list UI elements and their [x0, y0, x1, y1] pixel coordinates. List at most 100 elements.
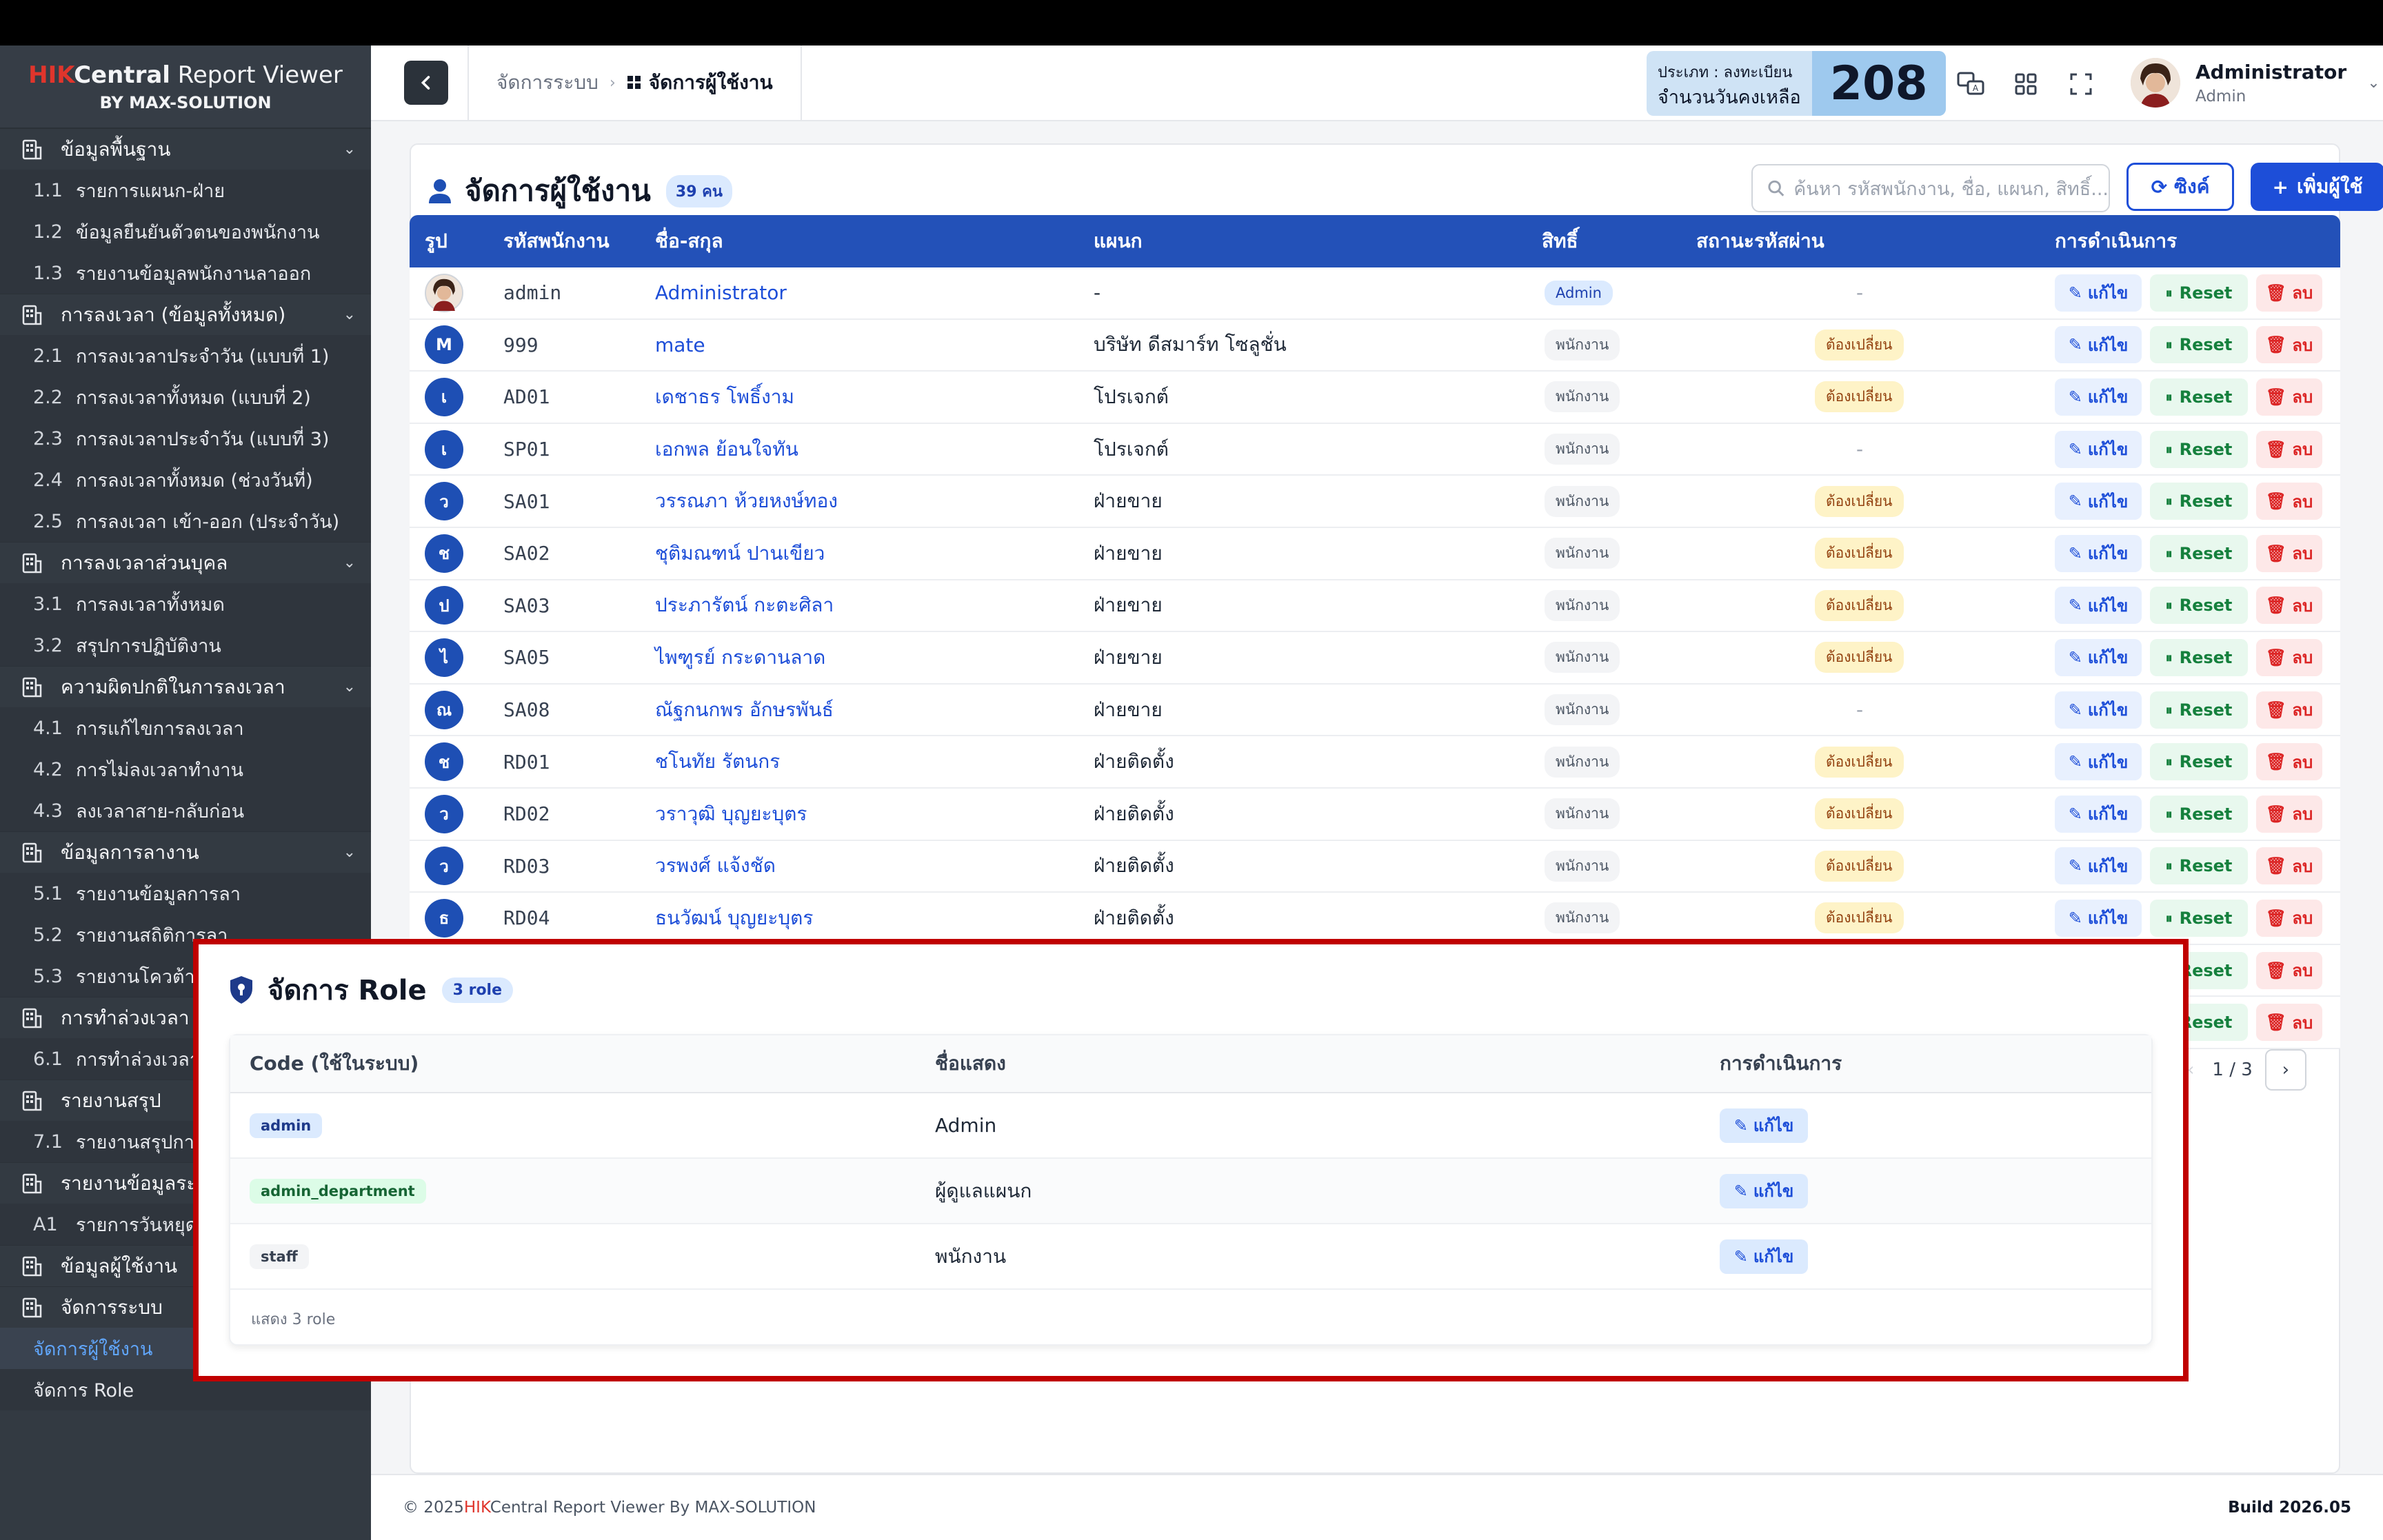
- delete-button[interactable]: 🗑 ลบ: [2256, 1004, 2322, 1042]
- reset-button[interactable]: ⏸Reset: [2150, 795, 2248, 833]
- reset-button[interactable]: ⏸Reset: [2150, 274, 2248, 312]
- edit-button[interactable]: ✎แก้ไข: [2055, 430, 2142, 468]
- cell-name[interactable]: เอกพล ย้อนใจทัน: [655, 437, 798, 460]
- sidebar-group[interactable]: ข้อมูลผู้ใช้งาน: [0, 1245, 371, 1286]
- back-button[interactable]: [404, 61, 448, 105]
- apps-grid-icon[interactable]: [2009, 68, 2042, 101]
- delete-button[interactable]: 🗑 ลบ: [2256, 638, 2322, 676]
- table-row[interactable]: M 999 mate บริษัท ดีสมาร์ท โซลูชั่น พนักงาน ต…: [410, 319, 2340, 372]
- sidebar-item[interactable]: 2.4 การลงเวลาทั้งหมด (ช่วงวันที่): [0, 459, 371, 500]
- delete-button[interactable]: 🗑 ลบ: [2256, 483, 2322, 520]
- breadcrumb-system[interactable]: จัดการระบบ: [496, 71, 599, 94]
- add-user-button[interactable]: + เพิ่มผู้ใช้: [2251, 163, 2383, 211]
- reset-button[interactable]: ⏸Reset: [2150, 326, 2248, 364]
- translate-icon[interactable]: A: [1954, 68, 1987, 101]
- delete-button[interactable]: 🗑 ลบ: [2256, 899, 2322, 937]
- sync-button[interactable]: ⟳ ซิงค์: [2126, 163, 2234, 211]
- edit-button[interactable]: ✎แก้ไข: [2055, 847, 2142, 885]
- table-row[interactable]: ไ SA05 ไพฑูรย์ กระดานลาด ฝ่ายขาย พนักงาน ต้อง…: [410, 632, 2340, 685]
- delete-button[interactable]: 🗑 ลบ: [2256, 430, 2322, 468]
- reset-button[interactable]: ⏸Reset: [2150, 743, 2248, 781]
- table-row[interactable]: ช RD01 ชโนทัย รัตนกร ฝ่ายติดตั้ง พนักงาน ต้อง…: [410, 736, 2340, 789]
- edit-button[interactable]: ✎แก้ไข: [2055, 899, 2142, 937]
- sidebar-item[interactable]: 3.1 การลงเวลาทั้งหมด: [0, 583, 371, 625]
- next-page-button[interactable]: ›: [2264, 1049, 2306, 1091]
- sidebar-group[interactable]: ความผิดปกติในการลงเวลา ⌄: [0, 666, 371, 707]
- sidebar-group[interactable]: การลงเวลา (ข้อมูลทั้งหมด) ⌄: [0, 294, 371, 335]
- table-row[interactable]: ช SA02 ชุติมณฑน์ ปานเขียว ฝ่ายขาย พนักงาน ต้อ…: [410, 527, 2340, 580]
- edit-button[interactable]: ✎แก้ไข: [2055, 483, 2142, 520]
- sidebar-item[interactable]: 5.3 รายงานโควต้าการลา: [0, 955, 371, 997]
- role-edit-button[interactable]: ✎ แก้ไข: [1720, 1108, 1808, 1143]
- table-row[interactable]: ว SA01 วรรณภา ห้วยหงษ์ทอง ฝ่ายขาย พนักงาน ต้อ…: [410, 476, 2340, 528]
- delete-button[interactable]: 🗑 ลบ: [2256, 743, 2322, 781]
- delete-button[interactable]: 🗑 ลบ: [2256, 951, 2322, 989]
- prev-page-button[interactable]: ‹: [2187, 1060, 2195, 1080]
- reset-button[interactable]: ⏸Reset: [2150, 847, 2248, 885]
- table-row[interactable]: ว RD03 วรพงศ์ แจ้งชัด ฝ่ายติดตั้ง พนักงาน ต้อ…: [410, 840, 2340, 893]
- sidebar-item[interactable]: 5.1 รายงานข้อมูลการลา: [0, 873, 371, 914]
- role-edit-button[interactable]: ✎ แก้ไข: [1720, 1173, 1808, 1208]
- sidebar-item[interactable]: 3.2 สรุปการปฏิบัติงาน: [0, 625, 371, 666]
- reset-button[interactable]: ⏸Reset: [2150, 483, 2248, 520]
- table-row[interactable]: ธ RD04 ธนวัฒน์ บุญยะบุตร ฝ่ายติดตั้ง พนักงาน…: [410, 893, 2340, 945]
- table-row[interactable]: ณ SA08 ณัฐกนกพร อักษรพันธ์ ฝ่ายขาย พนักงาน - ✎…: [410, 684, 2340, 737]
- reset-button[interactable]: ⏸Reset: [2150, 430, 2248, 468]
- delete-button[interactable]: 🗑 ลบ: [2256, 378, 2322, 416]
- sidebar-item[interactable]: 4.3 ลงเวลาสาย-กลับก่อน: [0, 790, 371, 831]
- role-row[interactable]: admin_department ผู้ดูแลแผนก ✎ แก้ไข: [230, 1159, 2151, 1224]
- table-row[interactable]: ป SA03 ประภารัตน์ กะตะศิลา ฝ่ายขาย พนักงาน ต้…: [410, 580, 2340, 633]
- cell-name[interactable]: Administrator: [655, 281, 787, 305]
- role-edit-button[interactable]: ✎ แก้ไข: [1720, 1239, 1808, 1274]
- edit-button[interactable]: ✎แก้ไข: [2055, 274, 2142, 312]
- edit-button[interactable]: ✎แก้ไข: [2055, 378, 2142, 416]
- sidebar-item[interactable]: 2.3 การลงเวลาประจำวัน (แบบที่ 3): [0, 418, 371, 459]
- delete-button[interactable]: 🗑 ลบ: [2256, 691, 2322, 729]
- edit-button[interactable]: ✎แก้ไข: [2055, 326, 2142, 364]
- delete-button[interactable]: 🗑 ลบ: [2256, 534, 2322, 572]
- edit-button[interactable]: ✎แก้ไข: [2055, 743, 2142, 781]
- reset-button[interactable]: ⏸Reset: [2150, 534, 2248, 572]
- sidebar-group[interactable]: ข้อมูลการลางาน ⌄: [0, 831, 371, 873]
- sidebar-item[interactable]: 1.1 รายการแผนก-ฝ่าย: [0, 170, 371, 211]
- sidebar-item[interactable]: 1.3 รายงานข้อมูลพนักงานลาออก: [0, 252, 371, 294]
- sidebar-item[interactable]: 4.1 การแก้ไขการลงเวลา: [0, 707, 371, 749]
- table-row[interactable]: admin Administrator - Admin - ✎ แก้ไข ⏸ Reset 🗑 ลบ: [410, 267, 2340, 320]
- cell-name[interactable]: วรพงศ์ แจ้งชัด: [655, 854, 776, 878]
- sidebar-item[interactable]: 2.5 การลงเวลา เข้า-ออก (ประจำวัน): [0, 500, 371, 542]
- reset-button[interactable]: ⏸Reset: [2150, 378, 2248, 416]
- delete-button[interactable]: 🗑 ลบ: [2256, 587, 2322, 625]
- table-row[interactable]: ว RD02 วราวุฒิ บุญยะบุตร ฝ่ายติดตั้ง พนักงาน…: [410, 788, 2340, 841]
- edit-button[interactable]: ✎แก้ไข: [2055, 534, 2142, 572]
- table-row[interactable]: เ AD01 เดชาธร โพธิ์งาม โปรเจกต์ พนักงาน ต้องเ…: [410, 372, 2340, 424]
- edit-button[interactable]: ✎แก้ไข: [2055, 638, 2142, 676]
- sidebar-group[interactable]: ข้อมูลพื้นฐาน ⌄: [0, 128, 371, 170]
- cell-name[interactable]: วรรณภา ห้วยหงษ์ทอง: [655, 489, 838, 513]
- edit-button[interactable]: ✎แก้ไข: [2055, 587, 2142, 625]
- delete-button[interactable]: 🗑 ลบ: [2256, 795, 2322, 833]
- cell-name[interactable]: ชโนทัย รัตนกร: [655, 750, 781, 773]
- sidebar-item[interactable]: 4.2 การไม่ลงเวลาทำงาน: [0, 749, 371, 790]
- sidebar-item[interactable]: 2.1 การลงเวลาประจำวัน (แบบที่ 1): [0, 335, 371, 376]
- delete-button[interactable]: 🗑 ลบ: [2256, 847, 2322, 885]
- sidebar-group[interactable]: การลงเวลาส่วนบุคล ⌄: [0, 542, 371, 583]
- role-row[interactable]: admin Admin ✎ แก้ไข: [230, 1093, 2151, 1159]
- user-menu[interactable]: Administrator Admin ⌄: [2131, 58, 2380, 108]
- sidebar-item[interactable]: 1.2 ข้อมูลยืนยันตัวตนของพนักงาน: [0, 211, 371, 252]
- search-input[interactable]: ค้นหา รหัสพนักงาน, ชื่อ, แผนก, สิทธิ์...: [1751, 164, 2110, 212]
- cell-name[interactable]: ไพฑูรย์ กระดานลาด: [655, 645, 826, 669]
- reset-button[interactable]: ⏸Reset: [2150, 587, 2248, 625]
- reset-button[interactable]: ⏸Reset: [2150, 691, 2248, 729]
- delete-button[interactable]: 🗑 ลบ: [2256, 274, 2322, 312]
- cell-name[interactable]: mate: [655, 333, 705, 356]
- cell-name[interactable]: ชุติมณฑน์ ปานเขียว: [655, 541, 825, 565]
- cell-name[interactable]: วราวุฒิ บุญยะบุตร: [655, 802, 807, 825]
- cell-name[interactable]: ณัฐกนกพร อักษรพันธ์: [655, 698, 834, 721]
- edit-button[interactable]: ✎แก้ไข: [2055, 795, 2142, 833]
- cell-name[interactable]: ธนวัฒน์ บุญยะบุตร: [655, 906, 814, 929]
- edit-button[interactable]: ✎แก้ไข: [2055, 691, 2142, 729]
- cell-name[interactable]: เดชาธร โพธิ์งาม: [655, 385, 794, 408]
- delete-button[interactable]: 🗑 ลบ: [2256, 326, 2322, 364]
- cell-name[interactable]: ประภารัตน์ กะตะศิลา: [655, 594, 834, 617]
- fullscreen-icon[interactable]: [2064, 68, 2098, 101]
